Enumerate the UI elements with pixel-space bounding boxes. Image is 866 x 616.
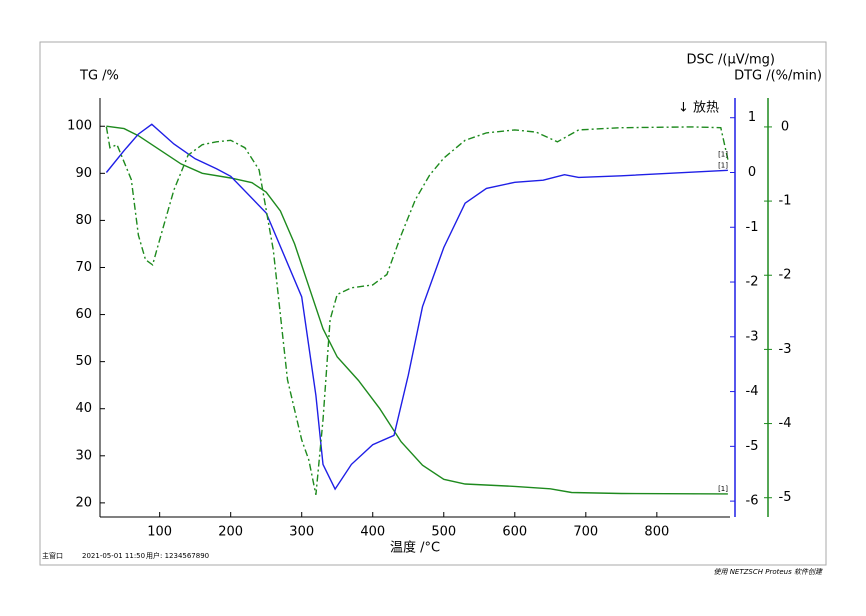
y2-tick-label: -5 <box>746 439 759 454</box>
y-tick-label: 90 <box>75 166 92 181</box>
y-tick-label: 20 <box>75 495 92 510</box>
x-tick-label: 500 <box>431 525 456 540</box>
y-tick-label: 80 <box>75 213 92 228</box>
y-tick-label: 100 <box>67 119 92 134</box>
y-tick-label: 70 <box>75 260 92 275</box>
y3-tick-label: -4 <box>779 416 792 431</box>
y3-tick-label: -5 <box>779 490 792 505</box>
y3-tick-label: -3 <box>779 342 792 357</box>
x-tick-label: 100 <box>147 525 172 540</box>
y-tick-label: 50 <box>75 354 92 369</box>
footer-text: 2021-05-01 11:50 <box>82 552 145 560</box>
x-tick-label: 200 <box>218 525 243 540</box>
y-tick-label: 40 <box>75 401 92 416</box>
y2-tick-label: -4 <box>746 384 759 399</box>
x-tick-label: 700 <box>573 525 598 540</box>
y2-tick-label: -2 <box>746 275 759 290</box>
annotation: ↓ 放热 <box>678 101 719 116</box>
series-marker-label: [1] <box>718 161 728 169</box>
x-tick-label: 800 <box>644 525 669 540</box>
footer-text: 主窗口 <box>42 551 63 560</box>
y3-tick-label: 0 <box>781 119 789 134</box>
series-line <box>106 125 728 495</box>
y2-tick-label: 1 <box>748 110 756 125</box>
series-marker-label: [1] <box>718 485 728 493</box>
y2-tick-label: -6 <box>746 494 759 509</box>
y3-tick-label: -1 <box>779 194 792 209</box>
footer-text: 使用 NETZSCH Proteus 软件创建 <box>713 568 823 576</box>
x-tick-label: 300 <box>289 525 314 540</box>
y2-axis-label: DSC /(μV/mg) <box>687 53 775 68</box>
x-axis-label: 温度 /°C <box>390 540 440 556</box>
y2-tick-label: 0 <box>748 165 756 180</box>
y3-tick-label: -2 <box>779 268 792 283</box>
y3-axis-label: DTG /(%/min) <box>734 69 822 84</box>
series-line <box>105 123 728 491</box>
y-tick-label: 60 <box>75 307 92 322</box>
footer-text: 用户: 1234567890 <box>146 551 209 560</box>
y-axis-label: TG /% <box>79 69 119 84</box>
frame <box>39 41 827 566</box>
series-line <box>105 126 729 495</box>
x-tick-label: 400 <box>360 525 385 540</box>
y-tick-label: 30 <box>75 448 92 463</box>
x-tick-label: 600 <box>502 525 527 540</box>
y2-tick-label: -3 <box>746 329 759 344</box>
series-marker-label: [1] <box>718 151 728 159</box>
y2-tick-label: -1 <box>746 220 759 235</box>
